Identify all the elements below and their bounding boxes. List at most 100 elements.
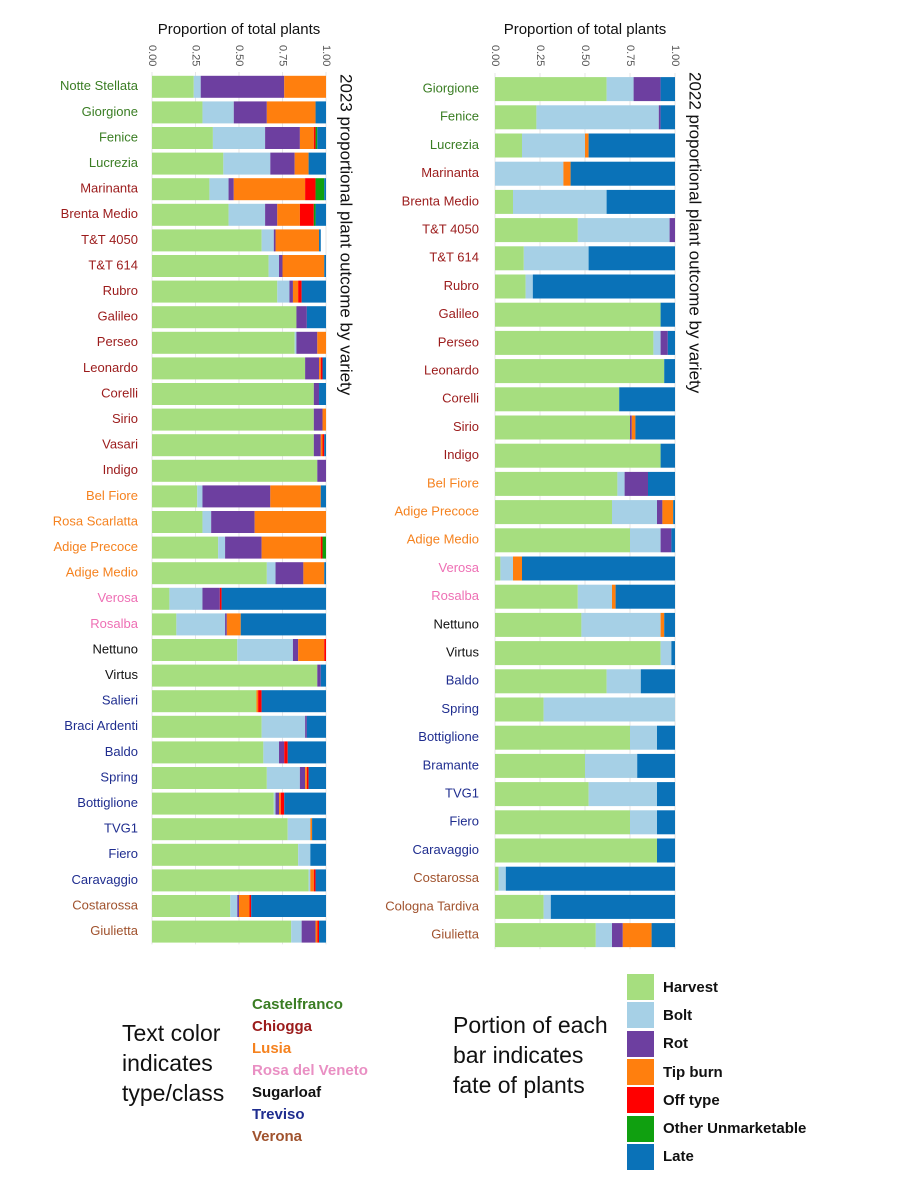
bar-segment xyxy=(495,528,630,553)
bar-segment xyxy=(324,178,326,201)
bar-segment xyxy=(658,105,661,130)
bar-segment xyxy=(152,664,318,687)
variety-label: T&T 614 xyxy=(88,257,138,272)
variety-label: Bel Fiore xyxy=(427,475,479,490)
bar-segment xyxy=(200,75,285,98)
bar-segment xyxy=(612,500,657,525)
bar-segment xyxy=(324,639,326,661)
bar-segment xyxy=(317,127,326,149)
bar-segment xyxy=(152,818,288,841)
bar-segment xyxy=(320,536,323,559)
bar-segment xyxy=(275,562,304,585)
bar-segment xyxy=(313,127,316,149)
bar-segment xyxy=(495,923,596,948)
bar-segment xyxy=(299,767,306,789)
variety-label: T&T 4050 xyxy=(81,232,138,247)
bar-segment xyxy=(152,203,229,226)
bar-segment xyxy=(270,152,295,175)
class-legend-item: Sugarloaf xyxy=(252,1084,322,1101)
fate-note: Portion of each bar indicates fate of pl… xyxy=(453,1012,608,1098)
variety-label: Brenta Medio xyxy=(402,193,479,208)
bar-segment xyxy=(653,330,661,355)
bar-segment xyxy=(495,725,630,750)
bar-segment xyxy=(310,818,313,841)
bar-segment xyxy=(543,697,675,722)
bar-segment xyxy=(221,587,326,610)
bar-segment xyxy=(495,274,526,299)
bar-segment xyxy=(630,725,657,750)
bar-segment xyxy=(280,792,285,815)
fate-legend-label: Rot xyxy=(663,1035,688,1053)
variety-label: Rosalba xyxy=(90,616,138,631)
x-tick-label: 1.00 xyxy=(669,45,681,66)
bar-segment xyxy=(662,500,674,525)
bar-segment xyxy=(152,613,177,636)
variety-label: Giorgione xyxy=(82,104,138,119)
variety-label: Sirio xyxy=(453,419,479,434)
bar-segment xyxy=(505,866,675,891)
bar-segment xyxy=(275,229,320,252)
bar-segment xyxy=(152,101,203,124)
x-tick-label: 0.00 xyxy=(146,45,158,66)
bar-segment xyxy=(500,556,513,581)
bar-segment xyxy=(315,178,325,201)
bar-segment xyxy=(495,584,578,609)
bar-segment xyxy=(322,434,325,457)
x-tick-label: 0.25 xyxy=(190,45,202,66)
variety-label: T&T 614 xyxy=(429,250,479,265)
variety-label: Brenta Medio xyxy=(61,206,138,221)
variety-label: Adige Medio xyxy=(407,532,479,547)
variety-label: Marinanta xyxy=(421,165,480,180)
fate-legend-swatch xyxy=(627,1059,654,1086)
bar-segment xyxy=(495,810,630,835)
bar-segment xyxy=(306,306,326,329)
fate-legend-label: Harvest xyxy=(663,978,719,996)
bar-segment xyxy=(305,767,307,789)
bar-segment xyxy=(266,562,276,585)
bar-segment xyxy=(522,556,675,581)
bar-segment xyxy=(664,612,675,637)
bar-segment xyxy=(152,331,295,354)
bar-segment xyxy=(640,669,675,694)
bar-segment xyxy=(202,511,212,533)
bar-segment xyxy=(261,229,274,252)
bar-segment xyxy=(615,584,675,609)
bar-segment xyxy=(152,895,231,917)
bar-segment xyxy=(152,408,314,431)
bar-segment xyxy=(299,127,314,149)
bar-segment xyxy=(152,792,274,815)
bar-segment xyxy=(256,690,259,713)
fate-legend-label: Other Unmarketable xyxy=(663,1120,807,1138)
variety-label: Baldo xyxy=(446,673,479,688)
class-legend-item: Castelfranco xyxy=(252,996,343,1013)
bar-segment xyxy=(657,500,663,525)
bar-segment xyxy=(315,127,318,149)
fate-legend-item: Bolt xyxy=(627,1001,806,1029)
bar-segment xyxy=(633,77,661,102)
class-legend-item: Verona xyxy=(252,1128,303,1145)
bar-segment xyxy=(152,255,269,277)
bar-segment xyxy=(319,383,326,405)
bar-segment xyxy=(630,415,632,440)
variety-label: Sirio xyxy=(112,411,138,426)
bar-segment xyxy=(664,359,675,384)
bar-segment xyxy=(176,613,226,636)
bar-segment xyxy=(228,178,234,201)
fate-legend-item: Other Unmarketable xyxy=(627,1114,806,1142)
variety-label: Corelli xyxy=(101,385,138,400)
bar-segment xyxy=(298,843,311,866)
bar-segment xyxy=(312,818,326,841)
variety-label: Costarossa xyxy=(72,897,139,912)
bar-segment xyxy=(237,639,293,661)
bar-segment xyxy=(152,511,203,533)
class-legend: Castelfranco Chiogga Lusia Rosa del Veneto S… xyxy=(252,994,368,1148)
bar-segment xyxy=(258,690,262,713)
bar-segment xyxy=(152,306,297,329)
bar-segment xyxy=(296,306,307,329)
bar-segment xyxy=(239,895,250,917)
variety-label: Cologna Tardiva xyxy=(385,898,479,913)
bar-segment xyxy=(498,866,506,891)
bar-segment xyxy=(289,280,293,303)
bar-segment xyxy=(570,161,675,186)
bar-segment xyxy=(532,274,675,299)
